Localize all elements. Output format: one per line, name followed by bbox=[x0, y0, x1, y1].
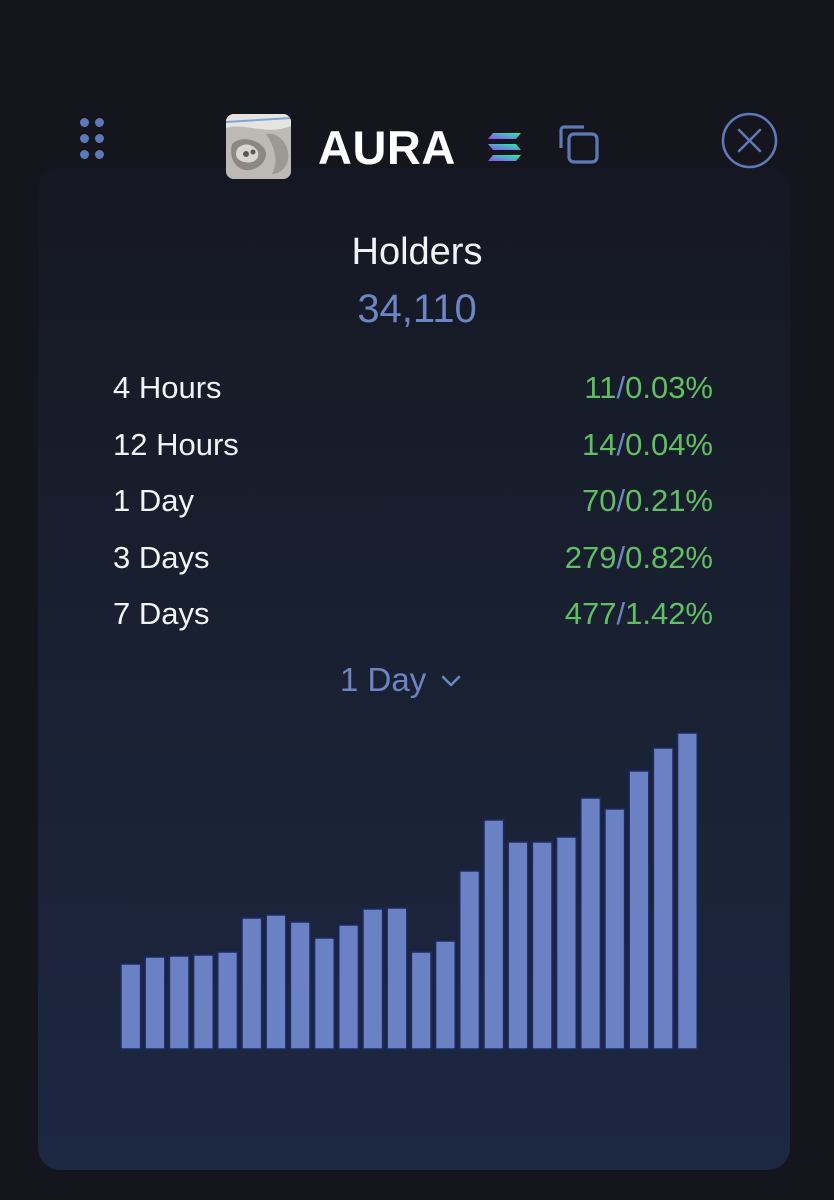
token-name: AURA bbox=[318, 121, 456, 174]
stat-label: 12 Hours bbox=[113, 426, 239, 462]
stat-label: 3 Days bbox=[113, 539, 210, 575]
period-dropdown[interactable]: 1 Day bbox=[340, 656, 462, 704]
stat-percent: 0.04% bbox=[625, 426, 713, 462]
stat-percent: 1.42% bbox=[625, 596, 713, 631]
chevron-down-icon bbox=[441, 675, 461, 687]
stat-value: 70/0.21% bbox=[581, 483, 713, 518]
token-avatar bbox=[226, 114, 291, 179]
stat-change: 11 bbox=[584, 370, 617, 405]
stat-row-7-days: 7 Days 477/1.42% bbox=[113, 586, 713, 643]
stat-percent: 0.82% bbox=[625, 539, 713, 575]
stat-percent: 0.21% bbox=[625, 483, 713, 518]
stat-label: 7 Days bbox=[113, 596, 210, 631]
holder-change-list: 4 Hours 11/0.03% 12 Hours 14/0.04% 1 Day… bbox=[113, 360, 713, 643]
stat-row-1-day: 1 Day 70/0.21% bbox=[113, 473, 713, 530]
copy-icon[interactable] bbox=[556, 120, 602, 166]
stat-percent: 0.03% bbox=[625, 370, 713, 405]
stat-value: 279/0.82% bbox=[564, 539, 713, 575]
drag-handle-icon[interactable] bbox=[80, 118, 106, 160]
stat-value: 11/0.03% bbox=[584, 370, 713, 405]
stat-row-3-days: 3 Days 279/0.82% bbox=[113, 530, 713, 587]
stat-label: 1 Day bbox=[113, 483, 194, 518]
solana-icon bbox=[487, 132, 523, 162]
stat-change: 14 bbox=[581, 426, 617, 462]
stat-value: 477/1.42% bbox=[564, 596, 713, 631]
stat-label: 4 Hours bbox=[113, 370, 222, 405]
stat-row-12-hours: 12 Hours 14/0.04% bbox=[113, 417, 713, 474]
stat-change: 477 bbox=[564, 596, 617, 631]
stat-row-4-hours: 4 Hours 11/0.03% bbox=[113, 360, 713, 417]
holders-title: Holders bbox=[351, 231, 483, 273]
stat-change: 279 bbox=[564, 539, 617, 575]
holders-count: 34,110 bbox=[357, 287, 477, 331]
stat-value: 14/0.04% bbox=[581, 426, 713, 462]
close-button[interactable] bbox=[720, 111, 779, 170]
period-dropdown-value: 1 Day bbox=[340, 661, 427, 698]
stat-change: 70 bbox=[581, 483, 617, 518]
